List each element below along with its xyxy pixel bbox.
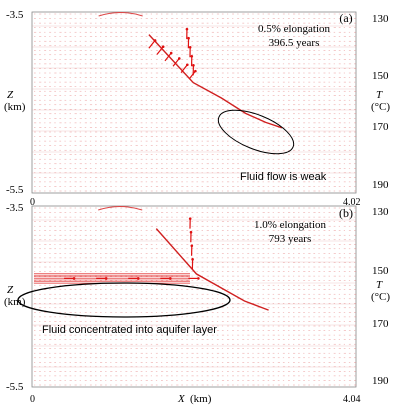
flow-arrow-head — [153, 39, 157, 42]
flow-arrow-head — [190, 55, 194, 58]
fault-trace-a — [148, 34, 283, 129]
y-axis-unit-a: (km) — [4, 101, 26, 113]
t-tick-130-b: 130 — [372, 206, 389, 218]
panel-label-a: (a) — [339, 11, 352, 25]
y-axis-unit-b: (km) — [4, 296, 26, 308]
t-tick-190-b: 190 — [372, 375, 389, 387]
y-tick-bottom-b: -5.5 — [6, 381, 24, 393]
x-axis-label-b: X — [177, 393, 186, 405]
flow-arrow — [148, 39, 156, 49]
flow-field-b — [32, 207, 357, 386]
marks-a — [98, 12, 283, 129]
flow-arrow — [164, 52, 172, 62]
plot-frame-a — [31, 11, 357, 194]
flow-arrow — [180, 64, 188, 74]
t-tick-130-a: 130 — [372, 13, 389, 25]
y-axis-label-a: Z — [7, 89, 14, 101]
panel-b: -3.5 -5.5 0 4.04 Z (km) T (°C) 130 150 1… — [4, 202, 390, 405]
flow-arrow-head — [187, 36, 190, 40]
flow-arrow-head — [192, 64, 195, 67]
x-tick-left-a: 0 — [30, 197, 35, 208]
plot-frame-b — [31, 205, 357, 388]
t-tick-150-b: 150 — [372, 265, 389, 277]
marks-b — [34, 206, 269, 311]
panel-a: -3.5 -5.5 0 4.02 Z (km) T (°C) 130 150 1… — [4, 9, 390, 208]
flow-field-a — [32, 13, 357, 192]
y-tick-top-a: -3.5 — [6, 9, 24, 21]
elongation-label-a: 0.5% elongation — [258, 23, 331, 35]
panel-label-b: (b) — [339, 206, 353, 220]
surface-bump-a — [98, 12, 143, 17]
callout-text-a: Fluid flow is weak — [240, 171, 327, 183]
t-tick-170-b: 170 — [372, 318, 389, 330]
t-tick-190-a: 190 — [372, 179, 389, 191]
time-label-b: 793 years — [269, 233, 311, 245]
flow-arrow — [188, 70, 196, 80]
flow-arrow-head — [197, 277, 200, 280]
t-axis-unit-b: (°C) — [371, 291, 390, 303]
callout-ellipse-b — [17, 282, 231, 318]
callout-ellipse-a — [217, 109, 295, 155]
flow-arrow-head — [191, 258, 194, 261]
x-tick-left-b: 0 — [30, 394, 35, 405]
surface-bump-b — [98, 206, 143, 211]
flow-arrow — [172, 58, 180, 67]
t-axis-unit-a: (°C) — [371, 101, 390, 113]
flow-arrow-head — [188, 217, 192, 220]
y-tick-bottom-a: -5.5 — [6, 184, 24, 196]
x-tick-right-b: 4.04 — [343, 394, 361, 405]
t-axis-label-a: T — [376, 89, 383, 101]
flow-arrow-head — [169, 51, 173, 55]
t-tick-150-a: 150 — [372, 70, 389, 82]
flow-arrow-head — [190, 244, 194, 248]
flow-arrow-head — [189, 230, 193, 234]
x-axis-unit-b: (km) — [190, 393, 212, 405]
flow-arrow-head — [194, 69, 197, 73]
flow-arrow-head — [177, 57, 181, 60]
flow-arrow-head — [185, 27, 189, 31]
flow-arrow — [156, 46, 164, 55]
elongation-label-b: 1.0% elongation — [254, 219, 327, 231]
t-axis-label-b: T — [376, 279, 383, 291]
y-tick-top-b: -3.5 — [6, 202, 24, 214]
x-tick-right-a: 4.02 — [343, 197, 361, 208]
y-axis-label-b: Z — [7, 284, 14, 296]
flow-arrow-head — [161, 45, 165, 49]
callout-text-b: Fluid concentrated into aquifer layer — [42, 324, 217, 336]
t-tick-170-a: 170 — [372, 121, 389, 133]
fault-trace-b — [155, 228, 269, 311]
time-label-a: 396.5 years — [269, 37, 320, 49]
flow-arrow-head — [188, 45, 192, 49]
flow-arrow-head — [186, 63, 189, 67]
